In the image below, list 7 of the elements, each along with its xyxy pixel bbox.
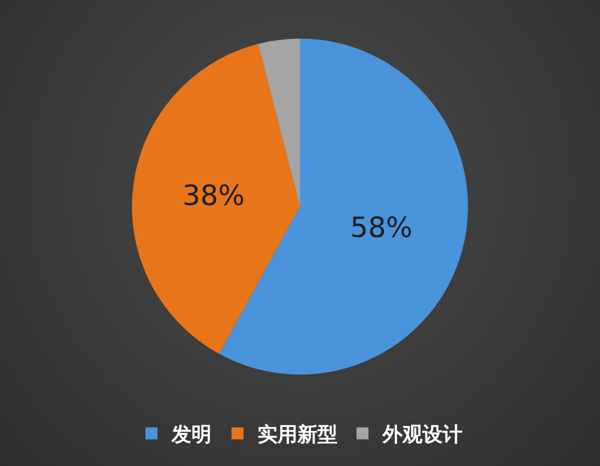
pie-slice <box>132 44 300 354</box>
data-label: 38% <box>182 179 245 212</box>
legend-label: 外观设计 <box>382 422 462 446</box>
legend-label: 发明 <box>170 422 212 446</box>
legend-label: 实用新型 <box>258 422 338 446</box>
data-label: 58% <box>350 210 412 244</box>
pie-slice <box>258 38 300 207</box>
